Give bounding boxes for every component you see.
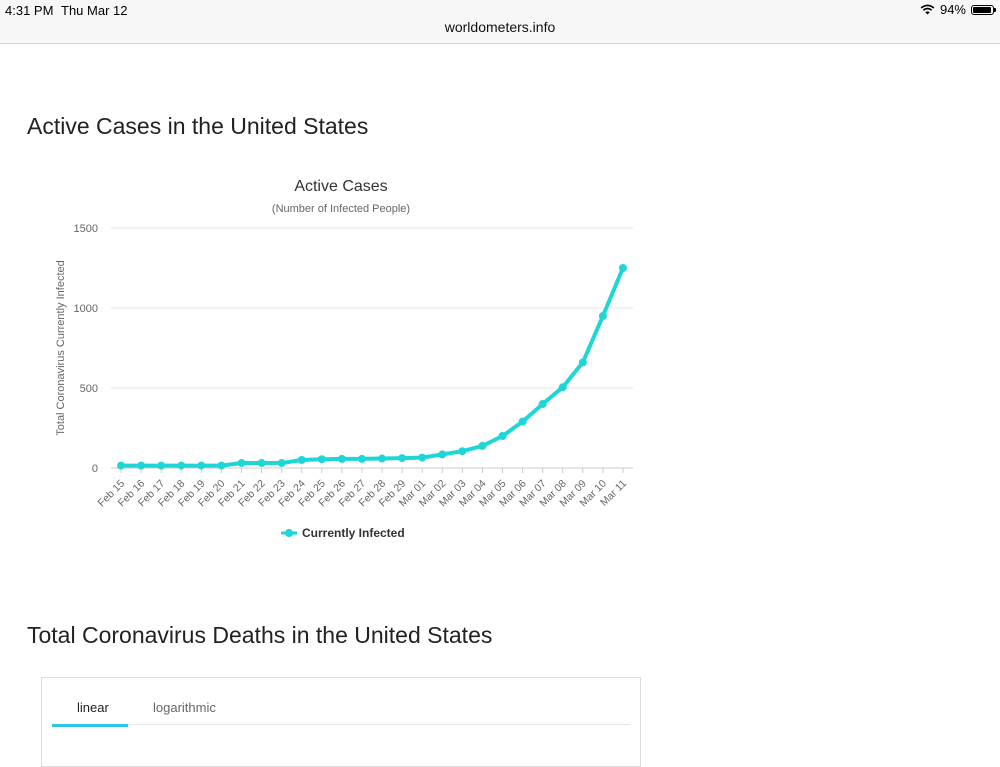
y-tick-label: 0 — [92, 463, 98, 475]
data-point[interactable] — [618, 264, 627, 272]
data-point[interactable] — [177, 461, 186, 470]
data-point[interactable] — [398, 454, 407, 463]
tab-logarithmic[interactable]: logarithmic — [153, 700, 216, 715]
data-point[interactable] — [478, 441, 487, 450]
status-time: 4:31 PM — [5, 3, 54, 18]
tab-divider — [52, 724, 630, 725]
data-point[interactable] — [578, 358, 587, 367]
y-tick-label: 500 — [80, 383, 98, 395]
active-cases-heading: Active Cases in the United States — [27, 113, 369, 139]
data-point[interactable] — [337, 454, 346, 463]
y-axis-label: Total Coronavirus Currently Infected — [55, 260, 67, 435]
y-tick-label: 1000 — [74, 303, 98, 315]
legend-series-label: Currently Infected — [302, 526, 405, 540]
data-point[interactable] — [237, 459, 246, 468]
data-point[interactable] — [378, 454, 387, 463]
chart-subtitle: (Number of Infected People) — [272, 203, 410, 215]
data-point[interactable] — [157, 461, 166, 470]
y-tick-label: 1500 — [74, 223, 98, 235]
data-point[interactable] — [558, 383, 567, 392]
address-bar-url[interactable]: worldometers.info — [444, 19, 556, 35]
chart-title: Active Cases — [294, 178, 387, 195]
data-point[interactable] — [117, 461, 126, 470]
data-point[interactable] — [297, 456, 306, 464]
status-bar: 4:31 PM Thu Mar 12 worldometers.info 94% — [0, 0, 1000, 44]
data-point[interactable] — [197, 461, 206, 470]
wifi-icon — [920, 4, 935, 15]
status-date: Thu Mar 12 — [61, 3, 128, 18]
data-point[interactable] — [418, 453, 427, 462]
data-point[interactable] — [518, 417, 527, 426]
data-point[interactable] — [217, 461, 226, 470]
data-point[interactable] — [317, 455, 326, 464]
data-point[interactable] — [538, 400, 547, 408]
battery-percent: 94% — [939, 2, 966, 17]
data-point[interactable] — [598, 312, 607, 320]
legend-series-dot — [285, 529, 293, 537]
deaths-heading: Total Coronavirus Deaths in the United S… — [27, 622, 493, 648]
deaths-chart-card: linear logarithmic — [41, 677, 641, 767]
tab-linear[interactable]: linear — [77, 700, 109, 715]
chart-legend[interactable]: Currently Infected — [281, 526, 405, 540]
series-line — [119, 266, 625, 468]
data-point[interactable] — [277, 459, 286, 468]
data-point[interactable] — [137, 461, 146, 470]
active-tab-indicator — [52, 724, 128, 727]
data-point[interactable] — [438, 450, 447, 459]
data-point[interactable] — [257, 459, 266, 468]
battery-icon — [971, 4, 996, 15]
data-point[interactable] — [458, 447, 467, 456]
status-indicators: 94% — [920, 2, 996, 17]
data-point[interactable] — [357, 454, 366, 463]
active-cases-chart: Active Cases (Number of Infected People)… — [55, 178, 633, 540]
data-point[interactable] — [498, 432, 507, 440]
